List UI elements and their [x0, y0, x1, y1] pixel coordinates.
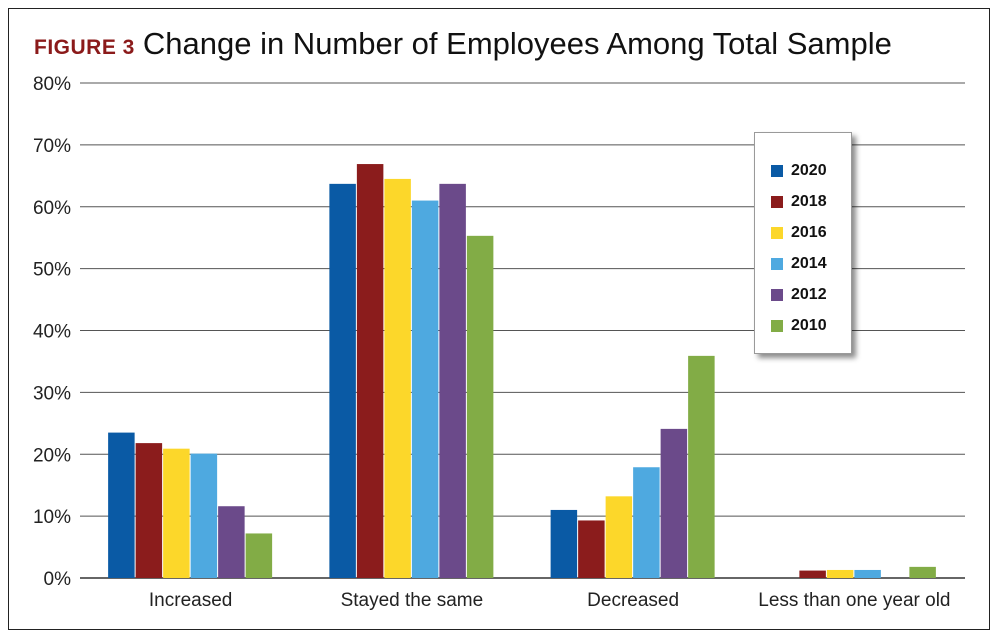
x-tick-label: Decreased	[587, 590, 679, 611]
legend-label: 2010	[791, 316, 827, 334]
figure-title: FIGURE 3 Change in Number of Employees Am…	[34, 26, 892, 62]
legend-swatch	[771, 164, 783, 177]
bar	[909, 566, 936, 578]
legend-label: 2014	[791, 254, 827, 272]
legend-swatch	[771, 226, 783, 239]
legend-swatch	[771, 257, 783, 270]
bar	[190, 453, 218, 578]
bar	[688, 355, 715, 578]
bar	[854, 569, 881, 578]
bar	[245, 533, 273, 578]
x-tick-label: Less than one year old	[758, 590, 950, 611]
y-tick-label: 80%	[33, 74, 71, 95]
bar	[356, 164, 384, 578]
bar	[384, 178, 411, 578]
bar	[466, 235, 494, 579]
legend-item: 2014	[771, 248, 851, 279]
legend-item: 2016	[771, 217, 851, 248]
bar	[550, 509, 578, 578]
bar	[218, 506, 245, 578]
figure-label: FIGURE 3	[34, 36, 135, 59]
figure-title-text: Change in Number of Employees Among Tota…	[142, 26, 892, 61]
bar	[660, 428, 688, 578]
y-tick-label: 60%	[33, 198, 71, 219]
legend-label: 2020	[791, 161, 827, 179]
legend-item: 2018	[771, 186, 851, 217]
bar	[329, 183, 356, 578]
x-tick-label: Increased	[149, 590, 232, 611]
y-tick-label: 30%	[33, 383, 71, 404]
legend-label: 2016	[791, 223, 827, 241]
y-tick-label: 10%	[33, 507, 71, 528]
bar	[411, 200, 439, 578]
legend-item: 2010	[771, 310, 851, 341]
bar	[439, 183, 466, 578]
bar	[163, 448, 190, 578]
bar	[108, 432, 135, 578]
bar	[799, 570, 826, 578]
legend-item: 2012	[771, 279, 851, 310]
y-tick-label: 40%	[33, 322, 71, 343]
x-tick-label: Stayed the same	[341, 590, 484, 611]
y-tick-label: 50%	[33, 260, 71, 281]
legend-swatch	[771, 195, 783, 208]
legend-label: 2012	[791, 285, 827, 303]
y-tick-label: 70%	[33, 136, 71, 157]
chart-legend: 2020 2018 2016 2014 2012 2010	[754, 132, 852, 354]
bar	[605, 496, 633, 578]
legend-label: 2018	[791, 192, 827, 210]
legend-swatch	[771, 319, 783, 332]
legend-item: 2020	[771, 155, 851, 186]
bar	[578, 520, 605, 578]
y-tick-label: 20%	[33, 445, 71, 466]
bar	[135, 443, 163, 578]
bar	[826, 569, 854, 578]
bar	[633, 467, 660, 578]
y-tick-label: 0%	[44, 569, 72, 590]
legend-swatch	[771, 288, 783, 301]
